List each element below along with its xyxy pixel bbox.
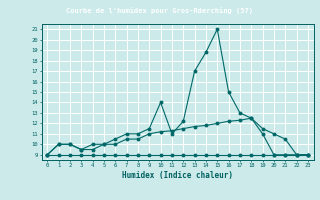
X-axis label: Humidex (Indice chaleur): Humidex (Indice chaleur) (122, 171, 233, 180)
Text: Courbe de l'humidex pour Gros-Rderching (57): Courbe de l'humidex pour Gros-Rderching … (67, 8, 253, 14)
